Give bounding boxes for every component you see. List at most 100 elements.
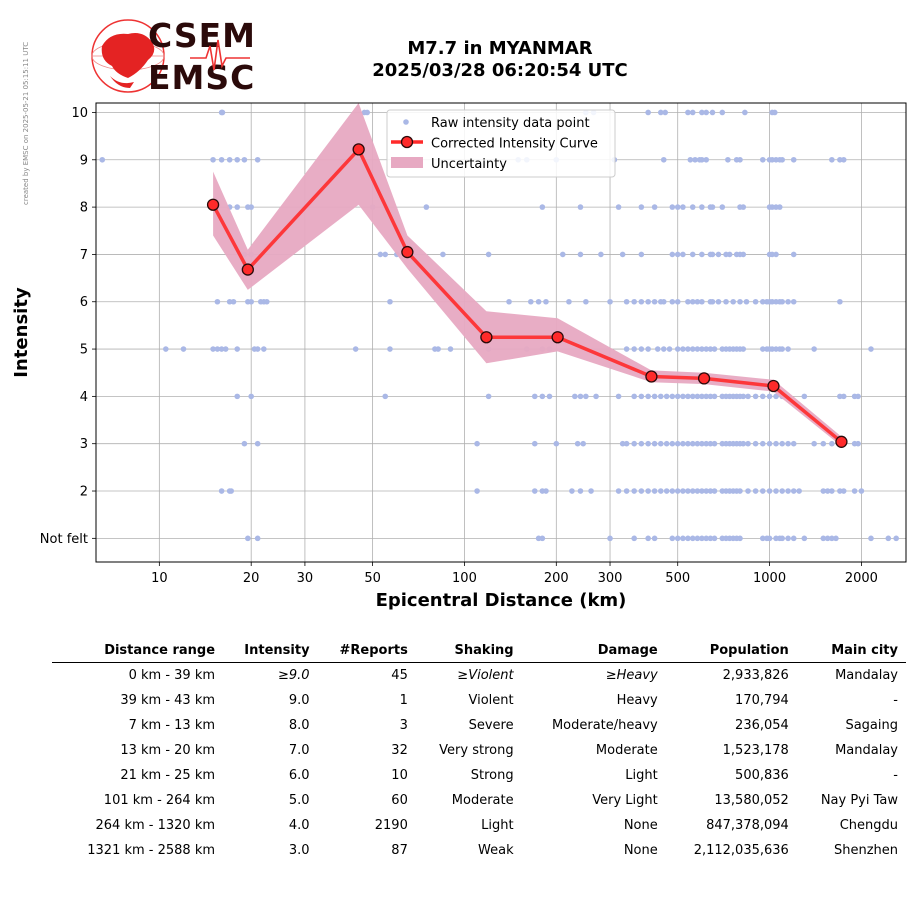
raw-data-point	[790, 535, 797, 542]
raw-data-point	[725, 156, 731, 163]
raw-data-point	[615, 393, 622, 400]
raw-data-point	[674, 488, 681, 494]
raw-data-point	[703, 488, 710, 494]
raw-data-point	[254, 346, 261, 352]
raw-data-point	[752, 488, 759, 494]
table-cell: 39 km - 43 km	[120, 692, 216, 708]
raw-data-point	[387, 298, 393, 305]
raw-data-point	[680, 251, 686, 258]
raw-data-point	[546, 393, 553, 400]
raw-data-point	[660, 156, 667, 163]
raw-data-point	[709, 251, 716, 258]
table-header-cell: Intensity	[223, 640, 318, 663]
raw-data-point	[703, 535, 710, 542]
raw-data-point	[737, 488, 743, 494]
table-cell: 2190	[374, 817, 408, 833]
raw-data-point	[851, 488, 858, 494]
x-tick-label: 30	[297, 571, 314, 586]
raw-data-point	[837, 156, 843, 163]
raw-data-point	[645, 440, 651, 447]
raw-data-point	[689, 393, 696, 400]
raw-data-point	[893, 535, 899, 542]
raw-data-point	[773, 393, 779, 400]
table-cell: -	[893, 692, 898, 708]
table-cell: Light	[625, 767, 658, 783]
table-cell: Weak	[478, 842, 514, 858]
raw-data-point	[572, 393, 578, 400]
table-cell: Nay Pyi Taw	[820, 792, 898, 808]
raw-data-point	[580, 440, 586, 447]
raw-data-point	[773, 488, 779, 494]
raw-data-point	[689, 298, 696, 305]
raw-data-point	[577, 488, 584, 494]
y-tick-label: 8	[80, 201, 88, 216]
raw-data-point	[699, 346, 705, 352]
raw-data-point	[234, 204, 241, 210]
raw-data-point	[785, 346, 791, 352]
raw-data-point	[766, 440, 773, 447]
raw-data-point	[680, 204, 686, 210]
raw-data-point	[801, 393, 808, 400]
raw-data-point	[662, 109, 669, 116]
table-header-cell: #Reports	[317, 640, 416, 663]
raw-data-point	[785, 535, 791, 542]
raw-data-point	[228, 488, 235, 494]
raw-data-point	[779, 440, 785, 447]
raw-data-point	[214, 298, 221, 305]
raw-data-point	[651, 393, 658, 400]
table-row: 101 km - 264 km 5.0 60 Moderate Very Light 13…	[52, 788, 906, 813]
table-cell: Moderate/heavy	[551, 717, 658, 733]
table-cell: Violent	[468, 692, 514, 708]
raw-data-point	[820, 488, 827, 494]
raw-data-point	[740, 440, 747, 447]
raw-data-point	[694, 535, 701, 542]
raw-data-point	[577, 251, 584, 258]
table-row: 13 km - 20 km 7.0 32 Very strong Moderate 1,5…	[52, 738, 906, 763]
raw-data-point	[840, 488, 847, 494]
raw-data-point	[631, 346, 637, 352]
raw-data-point	[779, 535, 785, 542]
raw-data-point	[657, 109, 664, 116]
table-cell: 13 km - 20 km	[120, 742, 216, 758]
y-tick-label: 4	[80, 390, 88, 405]
raw-data-point	[885, 535, 892, 542]
table-cell: 4.0	[288, 817, 310, 833]
raw-data-point	[769, 251, 775, 258]
raw-data-point	[669, 204, 676, 210]
raw-data-point	[210, 156, 216, 163]
raw-data-point	[829, 488, 835, 494]
raw-data-point	[703, 346, 710, 352]
table-cell: 2,112,035,636	[693, 842, 789, 858]
raw-data-point	[645, 535, 651, 542]
raw-data-point	[715, 298, 722, 305]
table-cell: Light	[481, 817, 514, 833]
raw-data-point	[577, 204, 584, 210]
raw-data-point	[740, 393, 747, 400]
raw-data-point	[801, 535, 808, 542]
raw-data-point	[685, 393, 691, 400]
raw-data-point	[669, 393, 676, 400]
intensity-table: Distance range Intensity #Reports Shaking Da…	[52, 640, 906, 863]
raw-data-point	[248, 204, 254, 210]
raw-data-point	[759, 488, 766, 494]
uncertainty-band	[213, 103, 842, 447]
raw-data-point	[638, 488, 645, 494]
raw-data-point	[645, 488, 651, 494]
raw-data-point	[685, 109, 691, 116]
raw-data-point	[645, 298, 651, 305]
raw-data-point	[726, 251, 733, 258]
raw-data-point	[685, 535, 691, 542]
raw-data-point	[615, 204, 622, 210]
raw-data-point	[855, 393, 861, 400]
raw-data-point	[759, 346, 766, 352]
raw-data-point	[868, 535, 874, 542]
title-line-1: M7.7 in MYANMAR	[407, 38, 593, 59]
raw-data-point	[674, 535, 681, 542]
raw-data-point	[759, 440, 766, 447]
raw-data-point	[535, 298, 542, 305]
legend-curve-marker	[400, 135, 414, 149]
raw-data-point	[719, 204, 726, 210]
raw-data-point	[623, 488, 630, 494]
seismogram-icon	[190, 39, 250, 71]
raw-data-point	[631, 440, 637, 447]
